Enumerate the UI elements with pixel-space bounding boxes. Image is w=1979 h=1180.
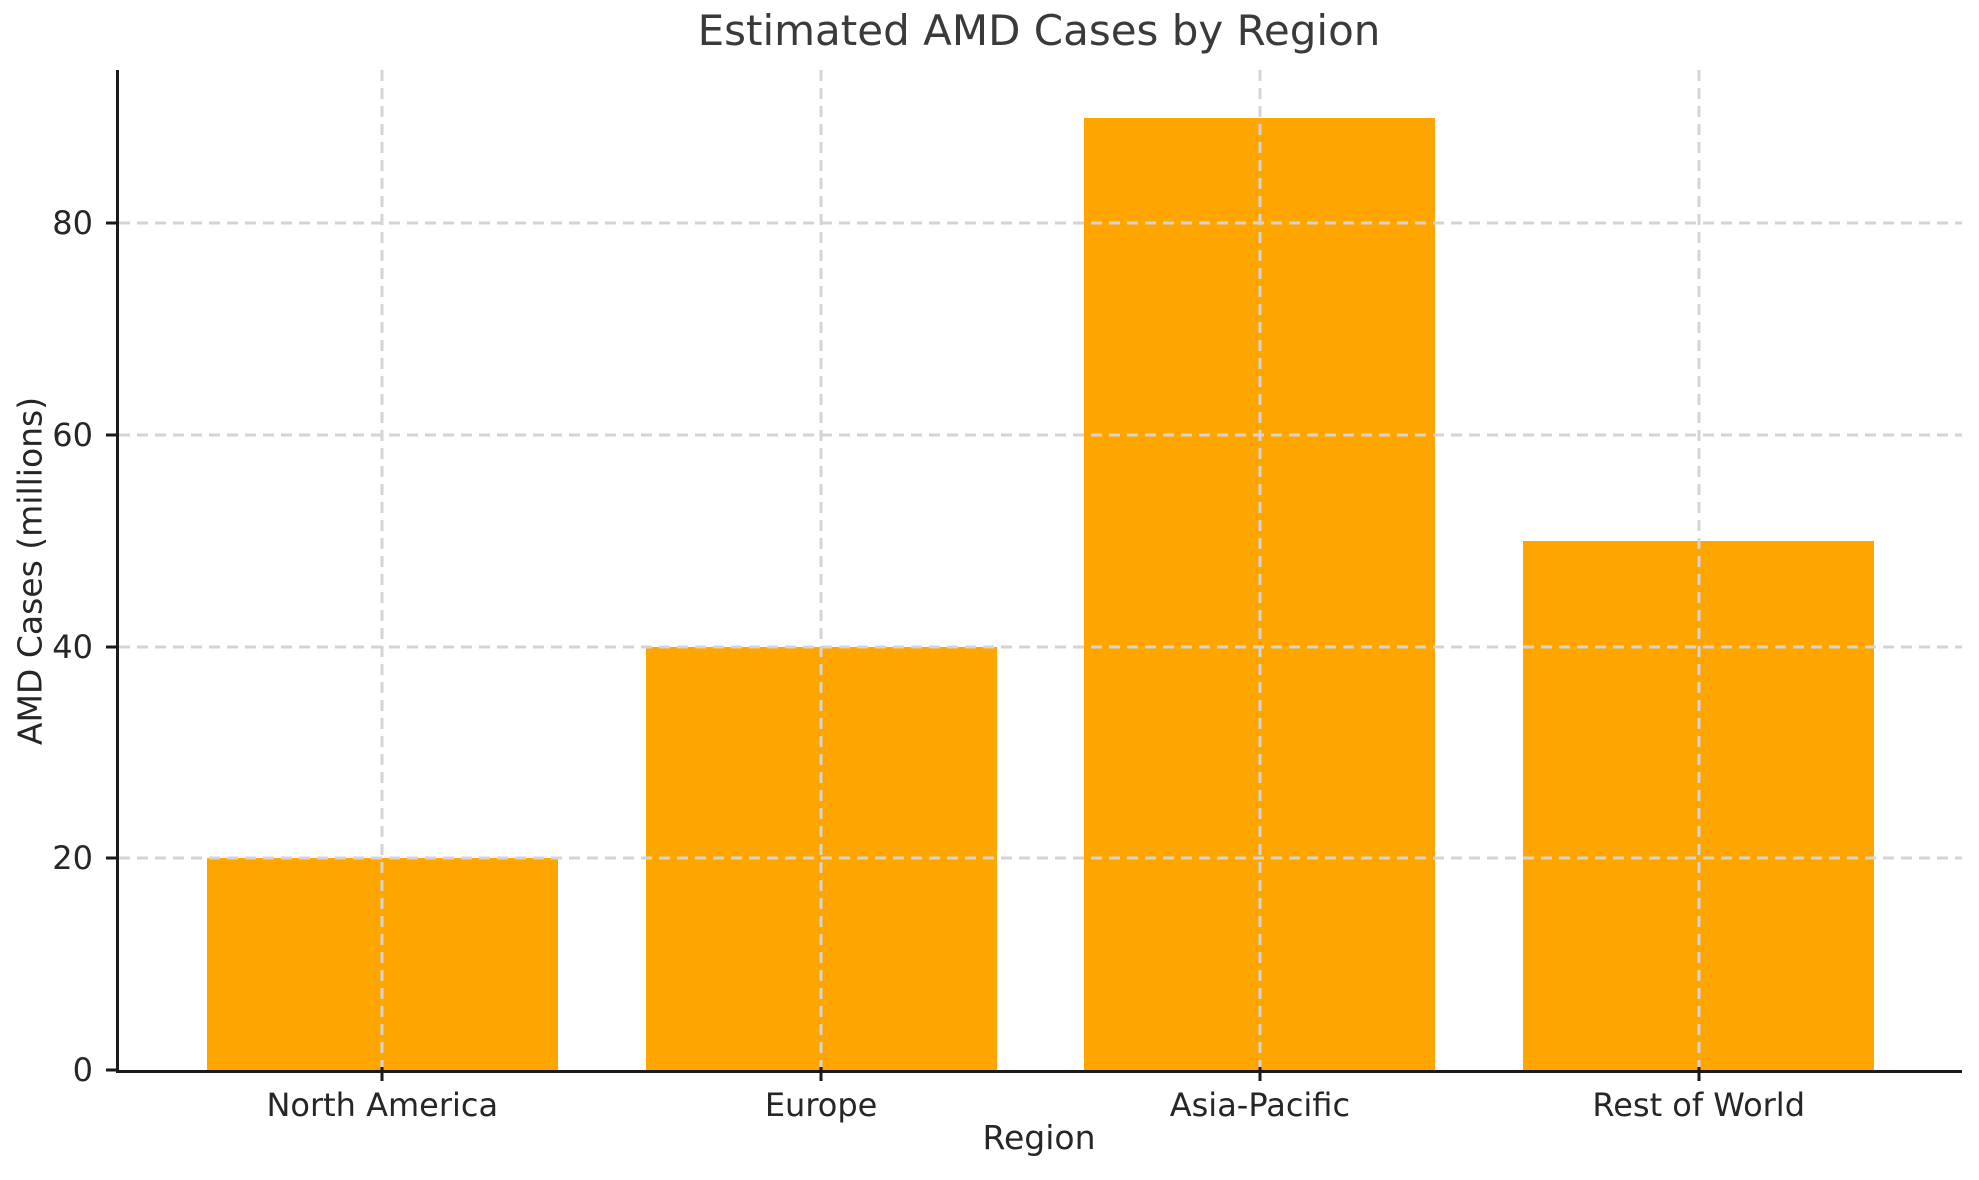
y-tick-label: 40 bbox=[52, 627, 93, 666]
x-tick-mark bbox=[1697, 1067, 1701, 1081]
y-tick-mark bbox=[106, 433, 119, 437]
gridline-vertical bbox=[819, 70, 823, 1070]
gridline-vertical bbox=[380, 70, 384, 1070]
plot-area: 0 20 40 60 80 North America Europe Asia-Pacific… bbox=[52, 70, 1962, 1124]
y-tick-mark bbox=[106, 1068, 119, 1072]
x-tick-label-asia-pacific: Asia-Pacific bbox=[1169, 1086, 1351, 1124]
y-tick-mark bbox=[106, 645, 119, 649]
x-tick-label-north-america: North America bbox=[266, 1086, 499, 1124]
y-axis-label: AMD Cases (millions) bbox=[10, 396, 50, 746]
x-tick-label-europe: Europe bbox=[764, 1086, 878, 1124]
y-tick-label: 60 bbox=[52, 416, 93, 455]
y-tick-label: 20 bbox=[52, 839, 93, 878]
y-tick-label: 80 bbox=[52, 204, 93, 243]
x-axis-label: Region bbox=[982, 1118, 1096, 1157]
y-tick-mark bbox=[106, 856, 119, 860]
gridline-vertical bbox=[1258, 70, 1262, 1070]
chart-title: Estimated AMD Cases by Region bbox=[697, 6, 1381, 55]
y-tick-mark bbox=[106, 221, 119, 225]
x-tick-label-rest-of-world: Rest of World bbox=[1592, 1086, 1805, 1124]
x-tick-mark bbox=[380, 1067, 384, 1081]
gridline-horizontal bbox=[119, 645, 1962, 649]
y-tick-label: 0 bbox=[72, 1051, 93, 1089]
gridline-horizontal bbox=[119, 433, 1962, 437]
x-tick-mark bbox=[1258, 1067, 1262, 1081]
gridline-vertical bbox=[1697, 70, 1701, 1070]
x-tick-mark bbox=[819, 1067, 823, 1081]
gridline-horizontal bbox=[119, 221, 1962, 225]
gridline-horizontal bbox=[119, 856, 1962, 860]
